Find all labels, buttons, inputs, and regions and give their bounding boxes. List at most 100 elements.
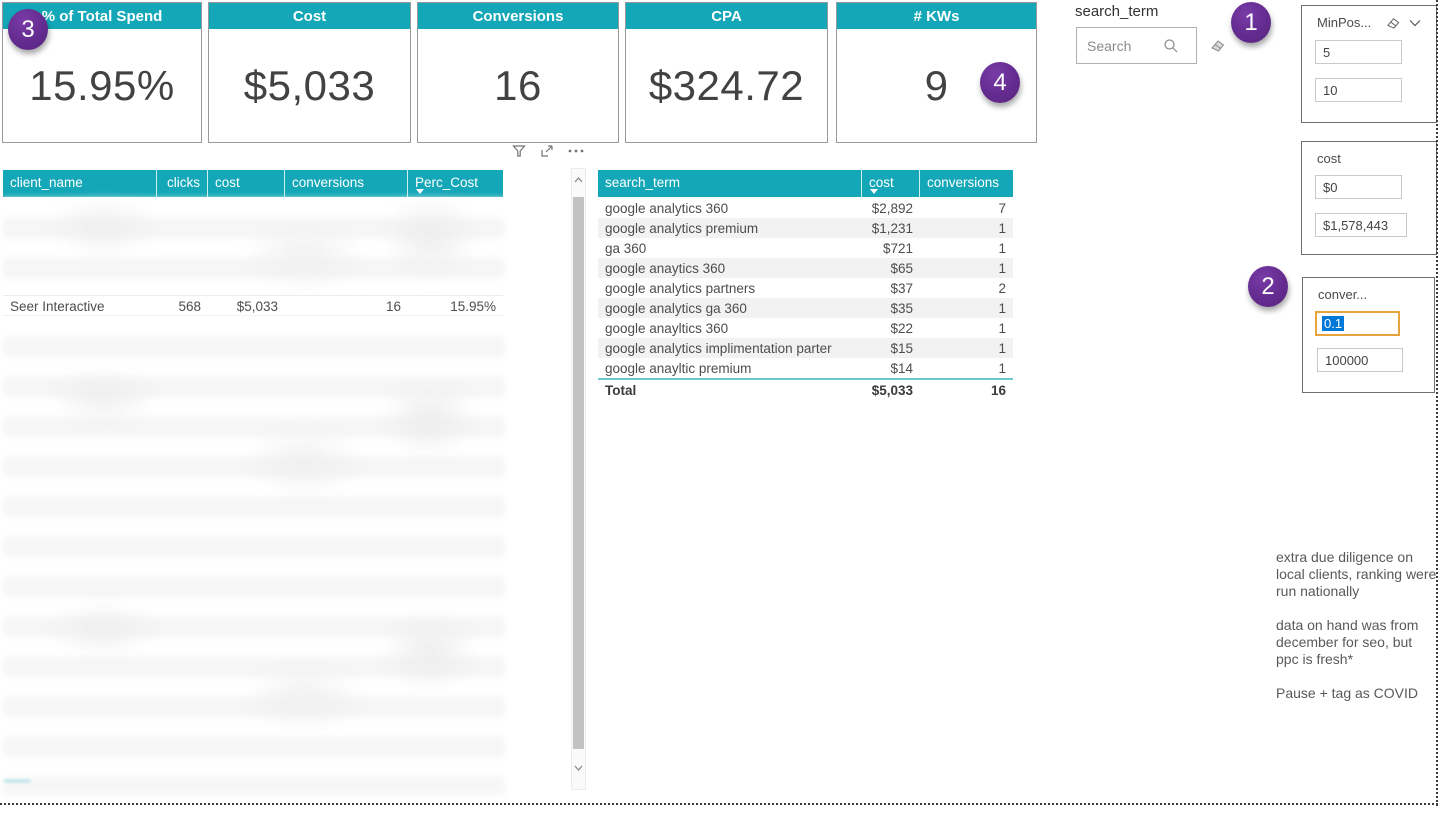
filter-panel-minpos: MinPos... [1301,5,1437,123]
cell-conversions: 1 [998,361,1006,376]
cell-client-name: Seer Interactive [10,299,105,314]
note-line: extra due diligence on local clients, ra… [1276,549,1437,599]
cell-conversions: 1 [998,321,1006,336]
table-row[interactable]: google analytics premium $1,231 1 [598,218,1013,238]
chevron-down-icon[interactable] [572,760,585,776]
cell-conversions: 16 [385,299,401,314]
table-total-row: Total $5,033 16 [598,378,1013,400]
table-row[interactable]: google analytics ga 360 $35 1 [598,298,1013,318]
annotation-circle-2: 2 [1248,266,1288,307]
column-header-search-term[interactable]: search_term [598,170,862,197]
cell-search-term: ga 360 [605,241,647,256]
cell-cost: $2,892 [871,201,913,216]
kpi-card-value: $324.72 [648,61,805,109]
cell-cost: $5,033 [236,299,278,314]
selected-text: 0.1 [1322,316,1345,331]
search-box [1076,27,1197,64]
kpi-card-title: Conversions [418,3,618,29]
cell-cost: $65 [890,261,913,276]
filter-title: MinPos... [1317,15,1372,30]
kpi-card-title: Cost [209,3,410,29]
cell-cost: $14 [890,361,913,376]
annotation-circle-4: 4 [980,62,1020,103]
kpi-card-value: 16 [494,61,542,109]
cell-cost: $35 [890,301,913,316]
cell-search-term: google anayltics 360 [605,321,729,336]
chevron-up-icon[interactable] [572,172,585,188]
column-header-perc-cost[interactable]: Perc_Cost [408,170,503,197]
redacted-rows-smudge [3,560,505,790]
table-row[interactable]: google analytics implimentation parter $… [598,338,1013,358]
notes-textbox: extra due diligence on local clients, ra… [1276,549,1438,719]
filter-panel-cost: cost [1301,141,1437,255]
redacted-total-line [4,780,30,782]
page-border-bottom [0,803,1438,805]
table-row[interactable]: google analytics 360 $2,892 7 [598,198,1013,218]
filter-title: cost [1317,151,1341,166]
table-row[interactable]: google anaytics 360 $65 1 [598,258,1013,278]
ellipsis-icon[interactable] [568,144,584,158]
cost-max-input[interactable] [1315,213,1407,237]
column-header-conversions[interactable]: conversions [927,175,1000,190]
cell-cost: $721 [882,241,913,256]
eraser-icon[interactable] [1209,38,1226,53]
cell-search-term: google anayltic premium [605,361,752,376]
cell-search-term: google analytics partners [605,281,756,296]
scrollbar-thumb[interactable] [573,197,584,749]
table-row[interactable]: google anayltics 360 $22 1 [598,318,1013,338]
kpi-card-num-kws: # KWs 9 [836,2,1037,143]
client-table-header: client_name clicks cost conversions Perc… [3,170,503,197]
cell-conversions: 1 [998,341,1006,356]
table-row[interactable]: ga 360 $721 1 [598,238,1013,258]
cell-search-term: google analytics ga 360 [605,301,747,316]
cell-search-term: google analytics premium [605,221,759,236]
client-table-scrollbar[interactable] [571,168,586,790]
table-row[interactable]: google analytics partners $37 2 [598,278,1013,298]
annotation-circle-3: 3 [8,9,48,50]
table-row[interactable]: google anayltic premium $14 1 [598,358,1013,378]
cell-total-conversions: 16 [990,383,1006,398]
kpi-card-title: # KWs [837,3,1036,29]
cell-search-term: google anaytics 360 [605,261,726,276]
minpos-min-input[interactable] [1315,40,1402,64]
column-header-cost[interactable]: cost [862,170,920,197]
cell-cost: $15 [890,341,913,356]
column-header-client-name[interactable]: client_name [3,170,157,197]
kpi-card-cost: Cost $5,033 [208,2,411,143]
kpi-card-value: 15.95% [29,61,175,109]
sort-descending-icon [870,189,878,194]
search-table-header: search_term cost conversions [598,170,1013,197]
search-input[interactable] [1077,37,1163,54]
search-slicer-title: search_term [1075,3,1159,20]
minpos-max-input[interactable] [1315,78,1402,102]
cell-conversions: 2 [998,281,1006,296]
sort-descending-icon [416,189,424,194]
kpi-card-title: CPA [626,3,827,29]
kpi-card-cpa: CPA $324.72 [625,2,828,143]
search-icon [1163,38,1179,54]
column-header-cost[interactable]: cost [208,170,285,197]
cell-total-cost: $5,033 [871,383,913,398]
eraser-icon[interactable] [1385,16,1401,30]
conversions-max-input[interactable]: 100000 [1317,348,1403,372]
note-line: data on hand was from december for seo, … [1276,617,1419,667]
conversions-min-input[interactable]: 0.1 [1315,311,1400,336]
focus-mode-icon[interactable] [540,144,554,158]
visual-header-toolbar [512,141,590,161]
kpi-card-conversions: Conversions 16 [417,2,619,143]
filter-funnel-icon[interactable] [512,144,526,158]
cost-min-input[interactable] [1315,175,1402,199]
table-row-seer-interactive[interactable]: Seer Interactive 568 $5,033 16 15.95% [3,295,503,316]
redacted-rows-smudge [3,330,505,550]
column-header-clicks[interactable]: clicks [157,170,208,197]
chevron-down-icon[interactable] [1409,19,1421,27]
cell-conversions: 7 [998,201,1006,216]
cell-cost: $22 [890,321,913,336]
annotation-circle-1: 1 [1231,2,1271,43]
cell-conversions: 1 [998,261,1006,276]
note-line: Pause + tag as COVID [1276,685,1419,701]
cell-search-term: google analytics 360 [605,201,729,216]
column-header-conversions[interactable]: conversions [285,170,408,197]
cell-perc-cost: 15.95% [450,299,496,314]
